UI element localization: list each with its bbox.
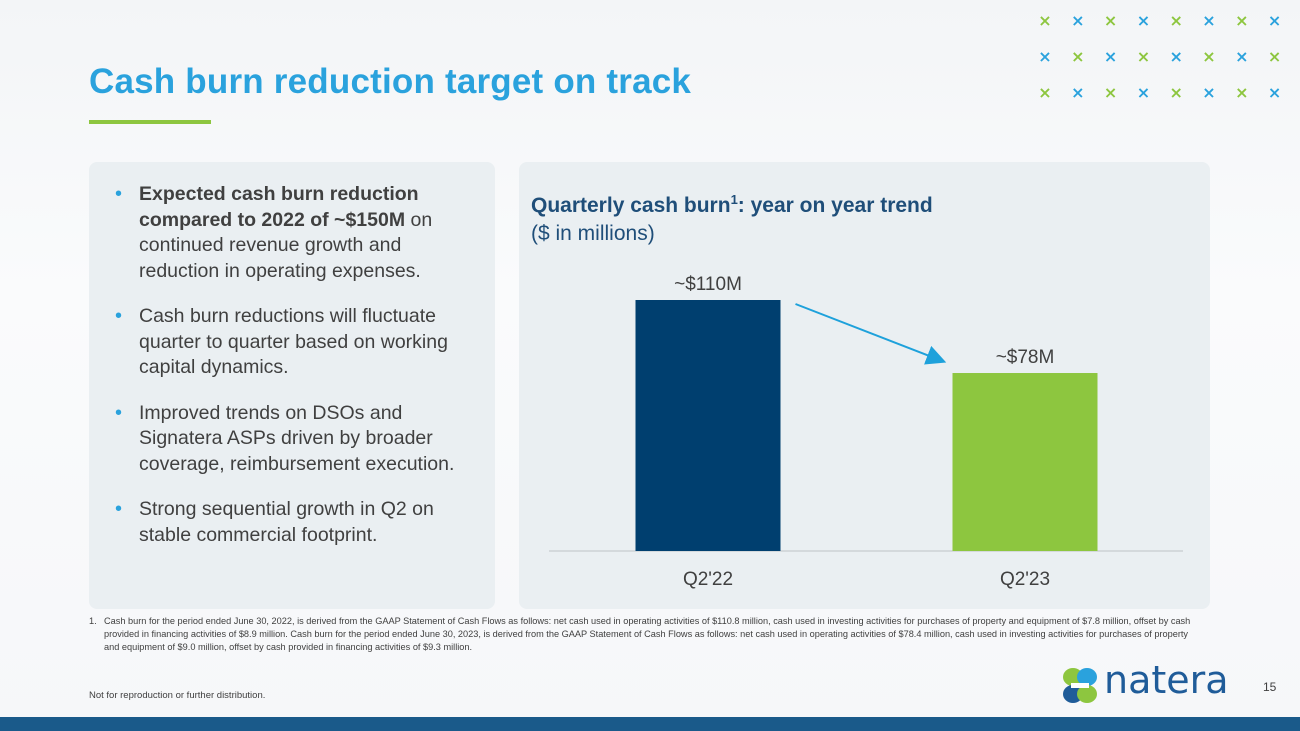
x-mark-icon: × xyxy=(1071,47,1085,66)
x-mark-icon: × xyxy=(1202,11,1216,30)
x-mark-icon: × xyxy=(1169,11,1183,30)
bullet-text: Strong sequential growth in Q2 on stable… xyxy=(139,498,434,546)
bullet-dot-icon: • xyxy=(115,498,123,520)
logo-wordmark: natera xyxy=(1104,658,1229,702)
chart-title-main: Quarterly cash burn1: year on year trend xyxy=(531,192,933,217)
bar-chart: ~$110M Q2'22 ~$78M Q2'23 xyxy=(549,274,1183,590)
trend-arrow xyxy=(795,303,947,365)
bullet-text: on continued revenue growth and reductio… xyxy=(139,208,433,282)
natera-logo: natera xyxy=(1058,658,1233,706)
x-mark-icon: × xyxy=(1038,11,1052,30)
bullet-bold-text: Expected cash burn reduction compared to… xyxy=(139,183,419,231)
bullet-dot-icon: • xyxy=(115,305,123,327)
bottom-bar xyxy=(0,717,1300,731)
bullet-dot-icon: • xyxy=(115,401,123,424)
x-tick-label: Q2'23 xyxy=(1000,569,1050,590)
x-mark-icon: × xyxy=(1103,11,1118,30)
page-title: Cash burn reduction target on track xyxy=(89,62,692,101)
x-mark-icon: × xyxy=(1169,47,1183,66)
bullet-item: • Cash burn reductions will fluctuate qua… xyxy=(113,304,473,381)
footnote-number: 1. xyxy=(89,616,97,626)
x-mark-icon: × xyxy=(1136,11,1151,30)
footnote-ref: 1 xyxy=(730,192,738,207)
x-mark-icon: × xyxy=(1267,83,1282,102)
natera-logo-icon xyxy=(1063,668,1097,703)
x-mark-icon: × xyxy=(1235,47,1249,66)
x-mark-icon: × xyxy=(1169,83,1183,102)
x-mark-icon: × xyxy=(1071,83,1085,102)
x-mark-icon: × xyxy=(1235,83,1249,102)
bullet-text: Cash burn reductions will fluctuate quar… xyxy=(139,305,448,378)
bullet-text: Improved trends on DSOs and Signatera AS… xyxy=(139,401,455,475)
footnote: 1. Cash burn for the period ended June 3… xyxy=(89,615,1199,654)
x-mark-icon: × xyxy=(1071,11,1085,30)
x-mark-icon: × xyxy=(1103,83,1118,102)
bullet-item: • Strong sequential growth in Q2 on stabl… xyxy=(113,497,473,548)
data-label: ~$110M xyxy=(674,274,742,295)
chart-title-suffix: : year on year trend xyxy=(737,194,933,217)
bar-q223 xyxy=(952,373,1098,551)
bullet-list: • Expected cash burn reduction compared t… xyxy=(113,182,473,568)
x-mark-icon: × xyxy=(1136,47,1151,66)
x-mark-icon: × xyxy=(1136,83,1151,102)
footnote-text: Cash burn for the period ended June 30, … xyxy=(104,616,1191,652)
bullet-dot-icon: • xyxy=(115,183,123,205)
bar-q222 xyxy=(635,300,781,551)
title-underline xyxy=(89,120,211,124)
x-mark-icon: × xyxy=(1235,11,1249,30)
chart-panel: Quarterly cash burn1: year on year trend… xyxy=(519,162,1210,609)
x-mark-icon: × xyxy=(1202,83,1216,102)
chart-subtitle: ($ in millions) xyxy=(531,222,655,245)
x-mark-icon: × xyxy=(1038,83,1052,102)
key-points-panel: • Expected cash burn reduction compared t… xyxy=(89,162,495,609)
x-mark-icon: × xyxy=(1103,47,1118,66)
data-label: ~$78M xyxy=(996,347,1055,368)
x-mark-icon: × xyxy=(1202,47,1216,66)
x-mark-icon: × xyxy=(1038,47,1052,66)
page-number: 15 xyxy=(1263,680,1277,694)
disclaimer: Not for reproduction or further distribu… xyxy=(89,690,266,701)
bullet-item: • Improved trends on DSOs and Signatera A… xyxy=(113,401,473,478)
decorative-x-pattern: × × × × × × × × × × × × × × × × × × × × × × × × xyxy=(1034,10,1290,110)
x-mark-icon: × xyxy=(1267,11,1282,30)
x-tick-label: Q2'22 xyxy=(683,569,733,590)
chart-title-text: Quarterly cash burn xyxy=(531,194,731,217)
chart-title: Quarterly cash burn1: year on year trend… xyxy=(531,186,933,248)
bullet-item: • Expected cash burn reduction compared t… xyxy=(113,182,473,284)
x-mark-icon: × xyxy=(1267,47,1282,66)
